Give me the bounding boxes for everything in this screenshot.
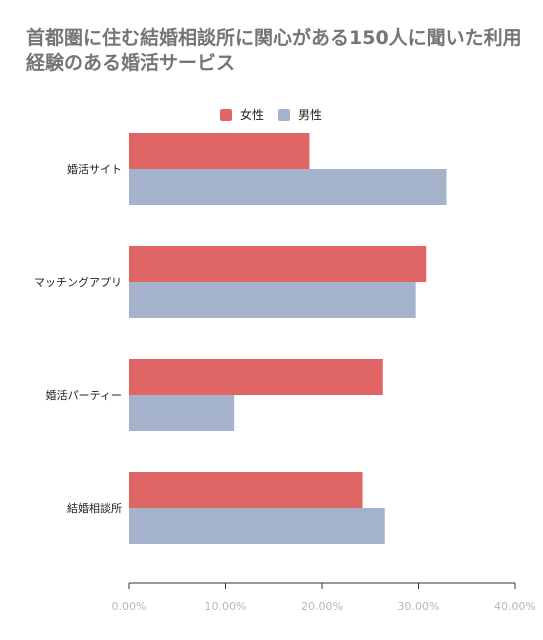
legend-label-male: 男性 [298,108,323,122]
category-label-1: マッチングアプリ [34,275,122,289]
bar-male-2 [129,395,235,431]
legend-item-female: 女性 [220,106,264,123]
x-tick-label-1: 10.00% [205,600,247,613]
legend-item-male: 男性 [278,106,322,123]
category-label-3: 結婚相談所 [67,501,122,515]
legend-swatch-female [220,108,232,121]
legend-swatch-male [278,108,290,121]
bar-female-2 [129,359,383,395]
chart-title: 首都圏に住む結婚相談所に関心がある150人に聞いた利用経験のある婚活サービス [26,27,522,74]
category-label-2: 婚活パーティー [46,388,122,402]
x-tick-label-0: 0.00% [112,600,147,613]
bar-male-1 [129,282,416,318]
category-label-0: 婚活サイト [67,162,122,176]
bar-female-1 [129,246,427,282]
bar-female-0 [129,133,310,169]
bar-male-3 [129,508,385,544]
x-tick-label-2: 20.00% [301,600,343,613]
legend: 女性 男性 [0,106,543,122]
legend-label-female: 女性 [240,108,265,122]
x-tick-label-3: 30.00% [398,600,440,613]
bar-male-0 [129,169,447,205]
bar-female-3 [129,472,363,508]
x-tick-label-4: 40.00% [494,600,536,613]
